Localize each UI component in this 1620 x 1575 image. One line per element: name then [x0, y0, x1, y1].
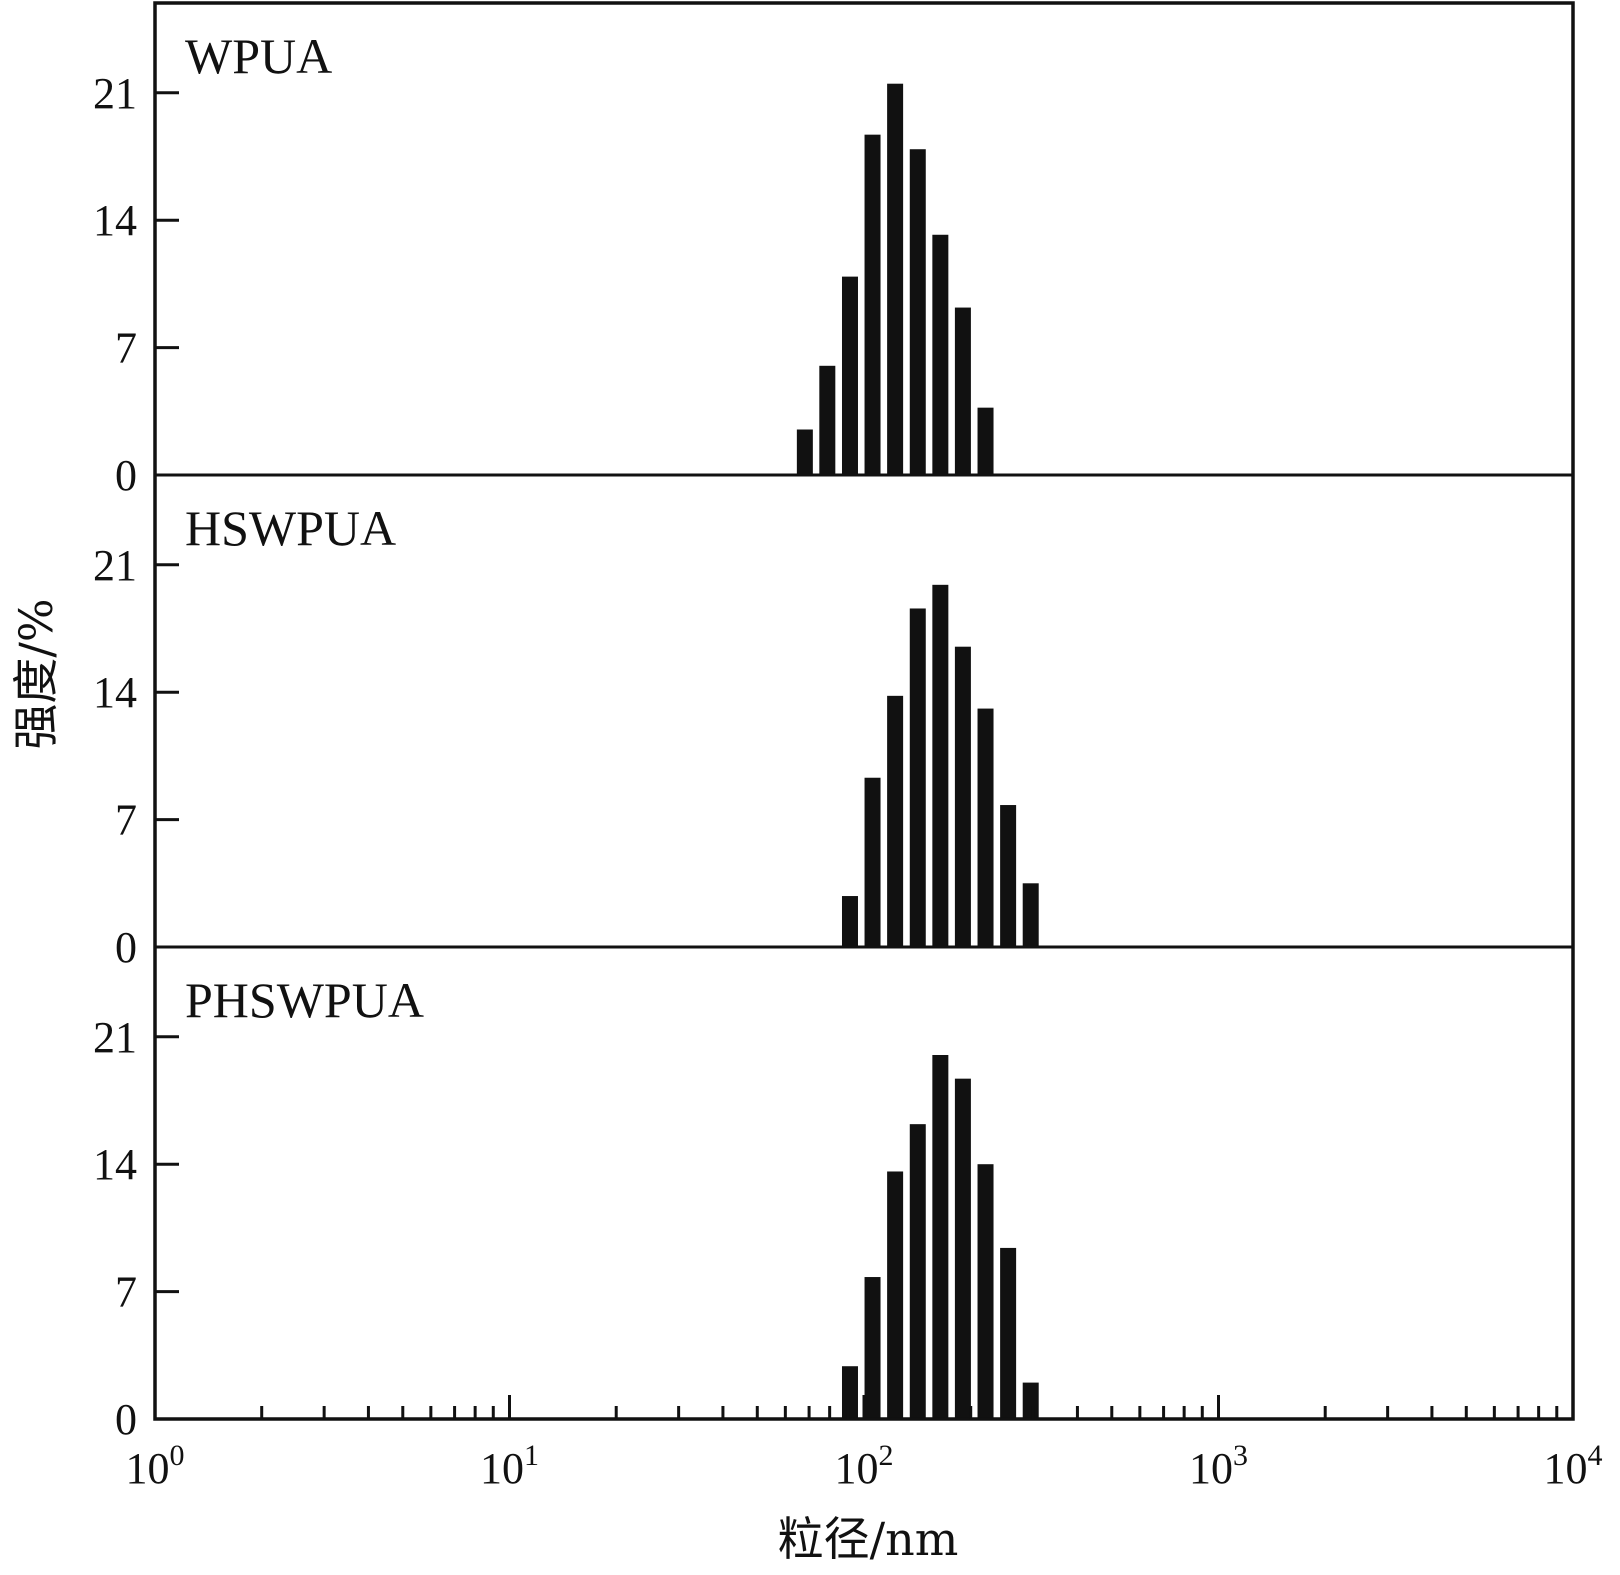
bar	[977, 708, 994, 947]
panel-wpua: WPUA 0 7 14 21	[93, 28, 994, 500]
x-tick-label: 104	[1544, 1439, 1603, 1493]
bar	[841, 276, 858, 475]
bar	[909, 608, 926, 947]
y-tick-label: 21	[93, 69, 137, 118]
x-tick-label: 103	[1189, 1439, 1248, 1493]
bar	[932, 584, 949, 947]
bar	[932, 234, 949, 475]
y-tick-label: 7	[115, 796, 137, 845]
panel-label: PHSWPUA	[185, 972, 424, 1028]
y-axis-title: 强度/%	[9, 598, 63, 749]
bar	[864, 1277, 881, 1419]
bar	[1022, 1382, 1039, 1419]
bar	[841, 896, 858, 947]
x-tick-label: 100	[126, 1439, 185, 1493]
bar	[954, 646, 971, 947]
x-tick-label: 101	[480, 1439, 539, 1493]
panel-label: WPUA	[185, 28, 332, 84]
bar	[819, 365, 836, 475]
y-tick-label: 7	[115, 1268, 137, 1317]
y-tick-label: 0	[115, 923, 137, 972]
bar	[796, 429, 813, 475]
bar	[1000, 1247, 1017, 1419]
bar	[909, 1124, 926, 1419]
bar	[887, 695, 904, 947]
y-tick-label: 14	[93, 1140, 137, 1189]
y-tick-label: 0	[115, 1395, 137, 1444]
bar	[909, 149, 926, 475]
x-axis-title: 粒径/nm	[778, 1512, 959, 1566]
panel-hswpua: HSWPUA 0 7 14 21	[93, 500, 1039, 972]
bar	[954, 307, 971, 475]
plot-frame	[153, 1, 1575, 1421]
bar	[977, 1164, 994, 1419]
y-tick-label: 14	[93, 196, 137, 245]
bar	[932, 1055, 949, 1419]
bar	[1022, 883, 1039, 947]
bar	[954, 1078, 971, 1419]
bar	[864, 777, 881, 947]
y-tick-label: 7	[115, 324, 137, 373]
panel-phswpua: PHSWPUA 0 7 14 21	[93, 972, 1039, 1444]
y-tick-label: 21	[93, 1013, 137, 1062]
y-tick-label: 0	[115, 451, 137, 500]
y-tick-label: 14	[93, 668, 137, 717]
x-tick-label: 102	[835, 1439, 894, 1493]
bar	[977, 407, 994, 475]
bar	[864, 134, 881, 475]
panel-label: HSWPUA	[185, 500, 396, 556]
bar	[887, 1171, 904, 1419]
bar	[887, 83, 904, 475]
bar	[1000, 805, 1017, 947]
bar	[841, 1366, 858, 1419]
y-tick-label: 21	[93, 541, 137, 590]
